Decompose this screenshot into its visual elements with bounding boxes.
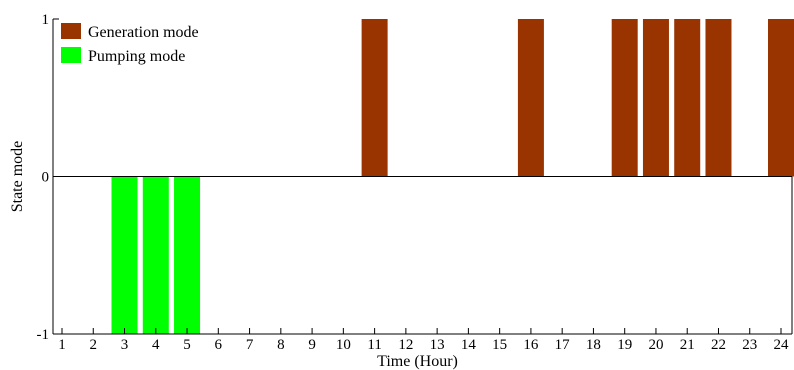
y-tick-label-0: 0: [42, 170, 50, 186]
x-tick-label-8: 8: [277, 337, 285, 353]
bar-generation-hour-21: [674, 19, 701, 177]
x-tick-label-4: 4: [152, 337, 160, 353]
x-tick-label-14: 14: [461, 337, 477, 353]
bar-pumping-hour-4: [142, 176, 169, 334]
bar-generation-hour-24: [768, 19, 794, 177]
x-tick-label-16: 16: [523, 337, 539, 353]
bars-layer: [111, 19, 794, 334]
x-tick-label-20: 20: [648, 337, 663, 353]
legend: Generation mode Pumping mode: [61, 23, 199, 65]
x-tick-label-12: 12: [398, 337, 413, 353]
legend-swatch-pumping: [61, 47, 81, 63]
y-tick-label-1: 1: [42, 12, 50, 28]
x-tick-label-5: 5: [183, 337, 191, 353]
x-axis-title: Time (Hour): [377, 353, 458, 370]
x-tick-label-23: 23: [742, 337, 757, 353]
bar-generation-hour-16: [517, 19, 544, 177]
y-tick-label--1: -1: [37, 327, 50, 343]
x-tick-label-21: 21: [680, 337, 695, 353]
x-tick-label-9: 9: [308, 337, 316, 353]
bar-generation-hour-19: [611, 19, 638, 177]
x-tick-label-6: 6: [215, 337, 223, 353]
bar-pumping-hour-3: [111, 176, 138, 334]
bar-pumping-hour-5: [174, 176, 201, 334]
x-tick-label-18: 18: [586, 337, 601, 353]
x-tick-label-11: 11: [367, 337, 381, 353]
bar-generation-hour-11: [361, 19, 388, 177]
x-tick-label-1: 1: [58, 337, 66, 353]
y-axis-title: State mode: [9, 141, 26, 213]
x-tick-label-7: 7: [246, 337, 254, 353]
x-tick-label-22: 22: [711, 337, 726, 353]
x-tick-label-3: 3: [121, 337, 129, 353]
x-tick-label-2: 2: [90, 337, 98, 353]
legend-label-pumping: Pumping mode: [88, 48, 185, 65]
ticks-layer: 1 2 3 4 5 6 7 8 9 10 11 12 13 14 15 16 17 18 19 20 21 22 23 24-…: [37, 12, 790, 353]
x-tick-label-24: 24: [774, 337, 790, 353]
x-tick-label-13: 13: [430, 337, 445, 353]
x-tick-label-17: 17: [555, 337, 571, 353]
bar-generation-hour-22: [705, 19, 732, 177]
bar-generation-hour-20: [642, 19, 669, 177]
x-tick-label-15: 15: [492, 337, 507, 353]
x-tick-label-19: 19: [617, 337, 632, 353]
legend-swatch-generation: [61, 23, 81, 39]
legend-label-generation: Generation mode: [88, 24, 199, 41]
x-tick-label-10: 10: [336, 337, 351, 353]
